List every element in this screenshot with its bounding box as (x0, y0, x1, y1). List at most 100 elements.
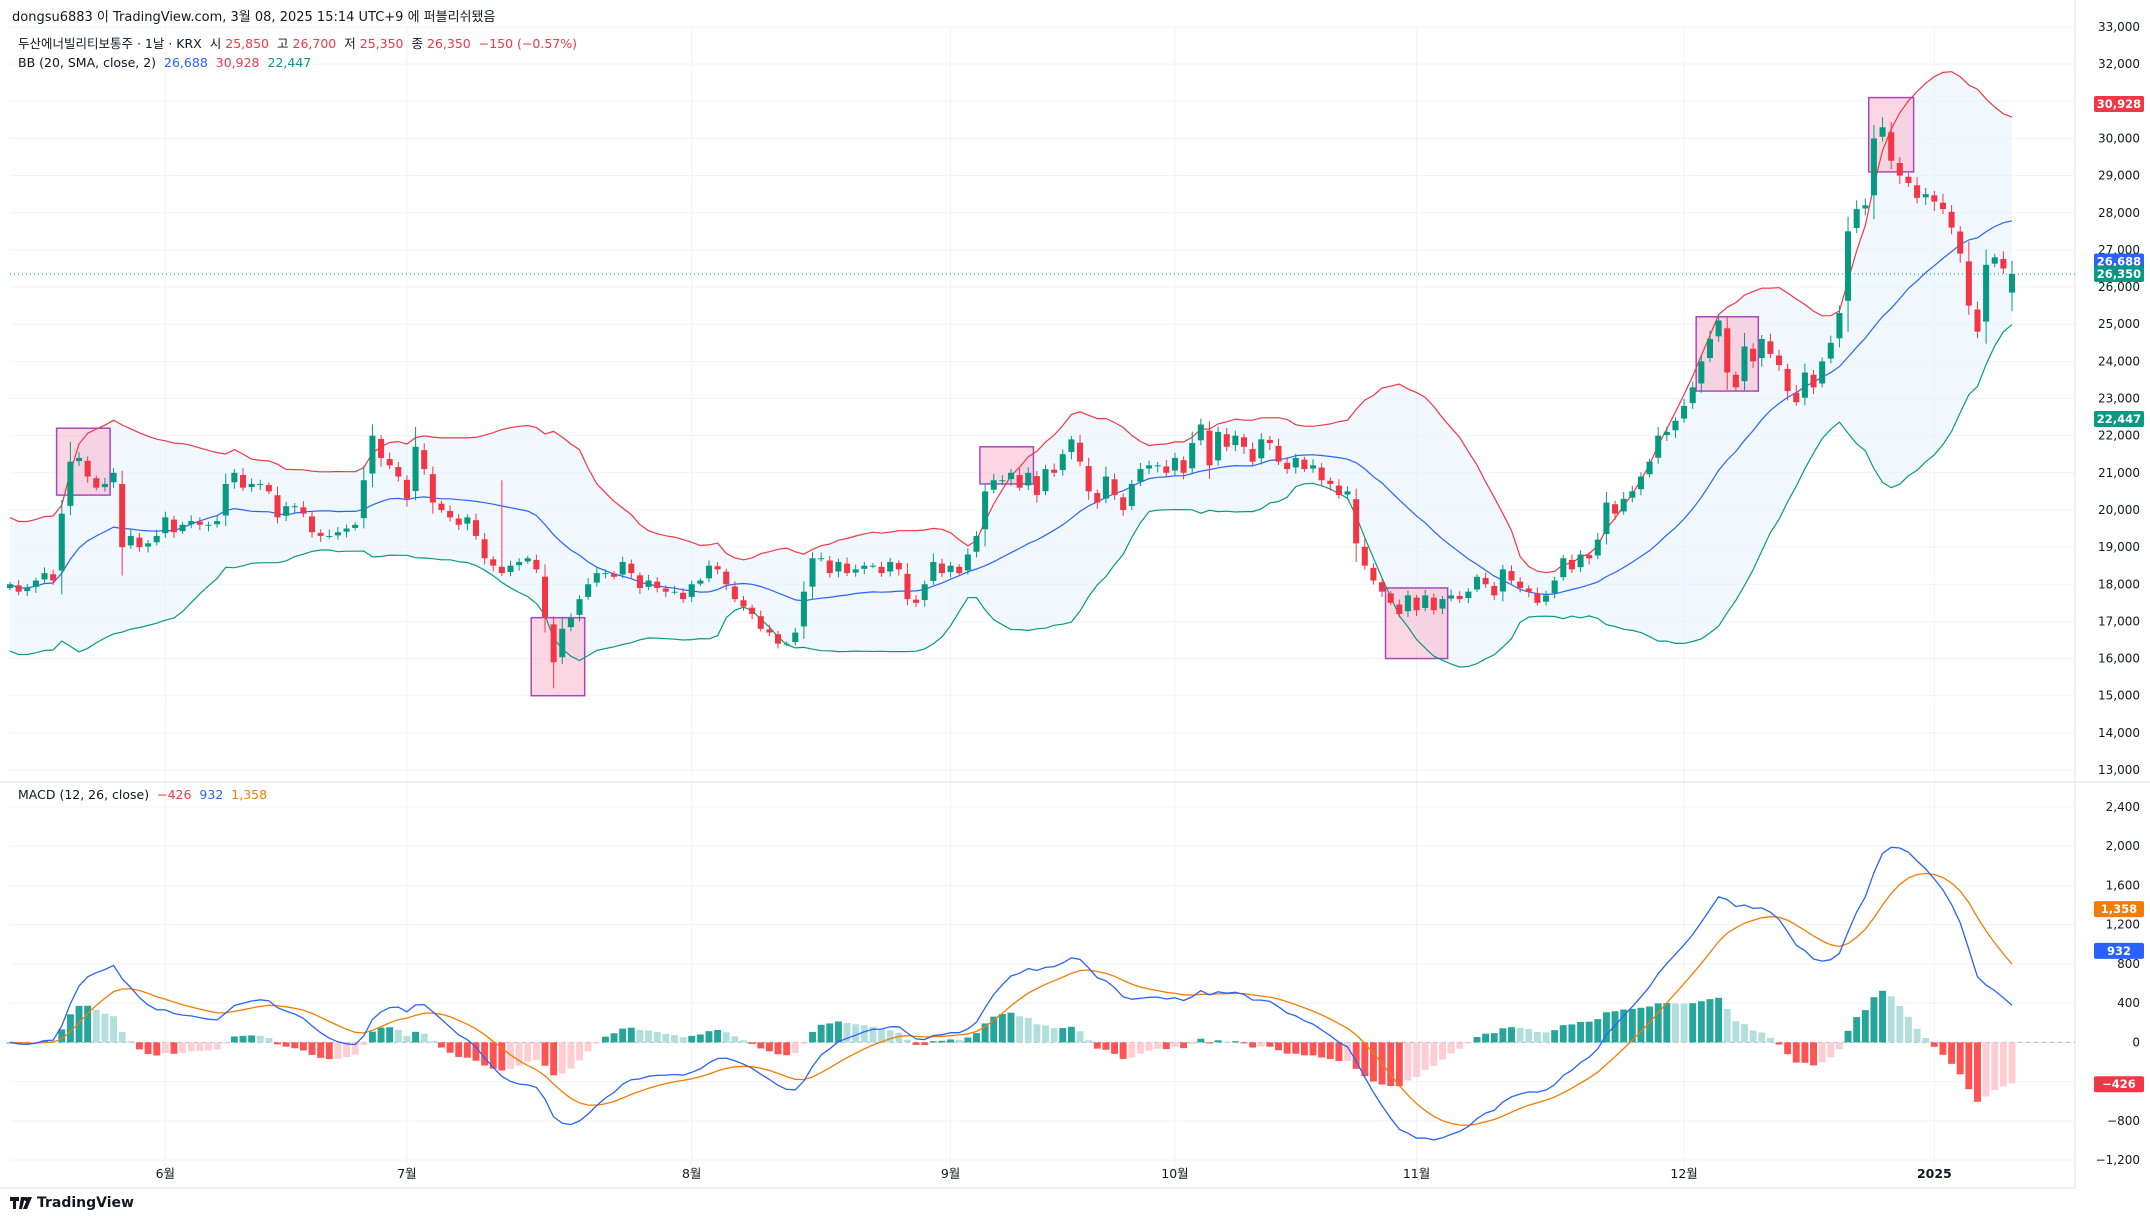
candle[interactable] (1171, 452, 1178, 476)
candle[interactable] (222, 473, 229, 526)
candle[interactable] (309, 511, 316, 538)
candle[interactable] (1836, 305, 1843, 348)
histogram-bar[interactable] (817, 1024, 825, 1043)
candle[interactable] (481, 533, 488, 565)
candle[interactable] (421, 443, 428, 475)
histogram-bar[interactable] (1879, 990, 1887, 1043)
histogram-bar[interactable] (446, 1042, 454, 1053)
histogram-bar[interactable] (1999, 1042, 2007, 1087)
histogram-bar[interactable] (84, 1005, 92, 1043)
candle[interactable] (1542, 590, 1550, 606)
histogram-bar[interactable] (343, 1042, 350, 1058)
candle[interactable] (964, 548, 971, 575)
candle[interactable] (1750, 343, 1757, 368)
candle[interactable] (464, 514, 471, 531)
histogram-bar[interactable] (955, 1040, 963, 1043)
histogram-bar[interactable] (601, 1036, 609, 1043)
candle[interactable] (1180, 456, 1187, 480)
histogram-bar[interactable] (1896, 1006, 1904, 1043)
candle[interactable] (1448, 589, 1455, 602)
histogram-bar[interactable] (515, 1042, 523, 1066)
candle[interactable] (541, 564, 549, 633)
candle[interactable] (447, 505, 454, 522)
histogram-bar[interactable] (1111, 1042, 1119, 1054)
candle[interactable] (826, 555, 833, 578)
candle[interactable] (1499, 564, 1506, 602)
histogram-bar[interactable] (903, 1039, 911, 1043)
histogram-bar[interactable] (394, 1029, 402, 1043)
histogram-bar[interactable] (334, 1042, 342, 1059)
candle[interactable] (1801, 363, 1808, 406)
candle[interactable] (1534, 587, 1541, 606)
histogram-bar[interactable] (774, 1042, 782, 1055)
candle[interactable] (1379, 578, 1386, 597)
histogram-bar[interactable] (1577, 1021, 1584, 1043)
histogram-bar[interactable] (187, 1042, 195, 1052)
upper-price-tag[interactable] (2094, 95, 2144, 112)
candle[interactable] (1404, 590, 1411, 617)
candle[interactable] (749, 604, 756, 620)
histogram-bar[interactable] (1810, 1042, 1817, 1066)
candle[interactable] (1370, 563, 1377, 585)
histogram-bar[interactable] (1430, 1042, 1438, 1066)
histogram-bar[interactable] (472, 1042, 480, 1061)
histogram-bar[interactable] (532, 1042, 540, 1060)
candle[interactable] (352, 522, 359, 531)
candle[interactable] (887, 557, 894, 577)
candle[interactable] (938, 558, 945, 578)
candle[interactable] (1396, 599, 1403, 618)
macd-legend[interactable]: MACD (12, 26, close) −426 932 1,358 (18, 787, 271, 802)
histogram-bar[interactable] (1974, 1042, 1981, 1102)
histogram-bar[interactable] (41, 1040, 48, 1043)
candle[interactable] (1430, 593, 1437, 615)
histogram-bar[interactable] (1620, 1009, 1628, 1043)
candle[interactable] (1568, 554, 1575, 574)
candle[interactable] (774, 630, 782, 649)
candle[interactable] (723, 568, 730, 591)
candle[interactable] (1991, 253, 1998, 268)
candle[interactable] (559, 616, 566, 665)
candle[interactable] (369, 424, 376, 488)
histogram-bar[interactable] (1404, 1042, 1412, 1081)
candle[interactable] (1784, 363, 1791, 401)
candle[interactable] (1715, 313, 1722, 342)
histogram-bar[interactable] (662, 1033, 670, 1043)
candle[interactable] (1422, 589, 1429, 612)
histogram-bar[interactable] (351, 1042, 359, 1055)
histogram-bar[interactable] (1551, 1030, 1559, 1043)
candle[interactable] (1310, 459, 1317, 473)
histogram-bar[interactable] (1672, 1003, 1679, 1043)
histogram-bar[interactable] (878, 1029, 886, 1043)
histogram-bar[interactable] (852, 1024, 860, 1043)
candle[interactable] (1517, 577, 1524, 593)
candle[interactable] (1672, 417, 1679, 438)
histogram-bar[interactable] (1611, 1011, 1619, 1043)
histogram-bar[interactable] (386, 1027, 394, 1043)
histogram-bar[interactable] (1861, 1010, 1869, 1043)
histogram-bar[interactable] (1508, 1027, 1515, 1043)
candle[interactable] (58, 500, 65, 595)
time-axis[interactable]: 6월7월8월9월10월11월12월20252월3월 (156, 1166, 2150, 1181)
candle[interactable] (1646, 458, 1653, 478)
macd-price-tag[interactable] (2094, 942, 2144, 959)
histogram-bar[interactable] (92, 1009, 100, 1043)
candle[interactable] (947, 561, 954, 578)
last-price-tag[interactable] (2094, 266, 2144, 283)
candle[interactable] (1301, 456, 1308, 472)
candle[interactable] (1085, 457, 1092, 500)
candle[interactable] (1767, 333, 1774, 359)
histogram-bar[interactable] (1128, 1042, 1136, 1058)
histogram-bar[interactable] (679, 1037, 687, 1043)
candle[interactable] (1983, 249, 1990, 344)
candle[interactable] (1655, 427, 1662, 464)
candle[interactable] (973, 531, 980, 558)
candle[interactable] (1931, 190, 1938, 212)
candle[interactable] (611, 571, 618, 580)
candle[interactable] (110, 468, 117, 488)
candle[interactable] (76, 452, 83, 466)
histogram-bar[interactable] (412, 1031, 420, 1043)
candle[interactable] (136, 532, 143, 552)
histogram-bar[interactable] (1663, 1003, 1671, 1043)
candle[interactable] (84, 456, 91, 483)
histogram-bar[interactable] (1102, 1042, 1110, 1050)
